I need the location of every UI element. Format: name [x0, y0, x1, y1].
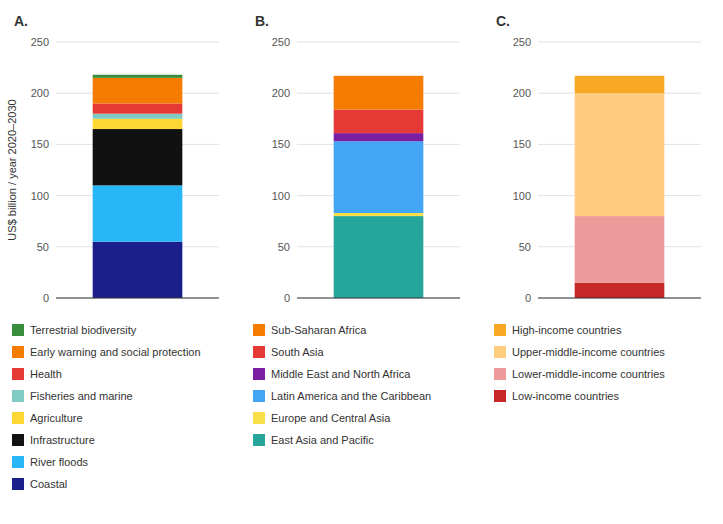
legend-label: Early warning and social protection: [30, 346, 201, 358]
y-tick-label: 250: [272, 36, 290, 48]
bars: [334, 76, 424, 298]
legend-swatch: [12, 456, 24, 468]
grid-line: [56, 42, 219, 43]
y-tick-label: 0: [284, 292, 290, 304]
x-axis-line: [538, 297, 701, 298]
legend-label: Sub-Saharan Africa: [271, 324, 367, 336]
panel: B. 0 50 100 150 200 250 Sub-Saharan Africa South…: [253, 13, 460, 446]
legend-swatch: [12, 478, 24, 490]
bar-segment: [334, 76, 424, 110]
bar-segment: [93, 119, 183, 129]
bar-segment: [575, 93, 665, 216]
legend-label: Latin America and the Caribbean: [271, 390, 431, 402]
legend: Terrestrial biodiversity Early warning an…: [12, 324, 201, 490]
panel-title: C.: [496, 13, 510, 29]
legend-swatch: [253, 368, 265, 380]
bar-segment: [93, 114, 183, 119]
y-tick-label: 200: [31, 87, 49, 99]
bar-segment: [93, 103, 183, 113]
legend-label: River floods: [30, 456, 89, 468]
bar-segment: [575, 76, 665, 93]
legend-swatch: [12, 390, 24, 402]
legend-label: Fisheries and marine: [30, 390, 133, 402]
bars: [93, 75, 183, 298]
bar-segment: [93, 75, 183, 78]
legend-swatch: [494, 390, 506, 402]
legend-swatch: [494, 324, 506, 336]
legend-label: Agriculture: [30, 412, 83, 424]
bar-segment: [334, 110, 424, 134]
y-axis-label: US$ billion / year 2020–2030: [6, 99, 18, 240]
bar-segment: [334, 141, 424, 213]
legend: High-income countries Upper-middle-income…: [494, 324, 665, 402]
legend-label: Lower-middle-income countries: [512, 368, 665, 380]
grid-line: [538, 42, 701, 43]
y-tick-label: 250: [513, 36, 531, 48]
y-tick-label: 100: [31, 190, 49, 202]
y-tick-label: 50: [519, 241, 531, 253]
legend-label: Low-income countries: [512, 390, 619, 402]
legend-label: Terrestrial biodiversity: [30, 324, 137, 336]
bar-segment: [334, 216, 424, 298]
bar-segment: [93, 242, 183, 298]
y-tick-label: 100: [513, 190, 531, 202]
x-axis-line: [297, 297, 460, 298]
grid-line: [56, 298, 219, 299]
y-tick-label: 0: [525, 292, 531, 304]
legend-swatch: [253, 434, 265, 446]
bar-segment: [93, 185, 183, 241]
panel-title: A.: [14, 13, 28, 29]
legend-swatch: [12, 368, 24, 380]
legend-label: Health: [30, 368, 62, 380]
y-tick-label: 100: [272, 190, 290, 202]
legend-label: East Asia and Pacific: [271, 434, 374, 446]
legend-swatch: [494, 346, 506, 358]
grid-line: [297, 298, 460, 299]
legend-swatch: [12, 346, 24, 358]
legend-swatch: [12, 412, 24, 424]
legend-swatch: [253, 412, 265, 424]
legend-label: Middle East and North Africa: [271, 368, 411, 380]
panel-title: B.: [255, 13, 269, 29]
y-tick-label: 50: [278, 241, 290, 253]
panel: C. 0 50 100 150 200 250 High-income countries Up…: [494, 13, 701, 402]
legend-swatch: [12, 434, 24, 446]
panel: A. 0 50 100 150 200 250 US$ billion / year 2020…: [6, 13, 219, 490]
bars: [575, 76, 665, 298]
bar-segment: [334, 213, 424, 216]
legend-label: Coastal: [30, 478, 67, 490]
legend-label: Europe and Central Asia: [271, 412, 391, 424]
legend-label: Infrastructure: [30, 434, 95, 446]
legend-swatch: [12, 324, 24, 336]
bar-segment: [93, 129, 183, 185]
y-tick-label: 250: [31, 36, 49, 48]
legend-swatch: [253, 346, 265, 358]
y-tick-label: 50: [37, 241, 49, 253]
y-tick-label: 0: [43, 292, 49, 304]
bar-segment: [575, 283, 665, 298]
bar-segment: [334, 133, 424, 141]
y-tick-label: 200: [513, 87, 531, 99]
legend-swatch: [253, 390, 265, 402]
grid-line: [538, 298, 701, 299]
bar-segment: [575, 216, 665, 283]
y-tick-label: 150: [31, 138, 49, 150]
y-tick-label: 150: [513, 138, 531, 150]
x-axis-line: [56, 297, 219, 298]
legend-label: High-income countries: [512, 324, 622, 336]
legend-swatch: [494, 368, 506, 380]
legend: Sub-Saharan Africa South Asia Middle East …: [253, 324, 431, 446]
chart-svg: A. 0 50 100 150 200 250 US$ billion / year 2020…: [0, 0, 723, 524]
grid-line: [297, 42, 460, 43]
legend-label: South Asia: [271, 346, 324, 358]
y-tick-label: 200: [272, 87, 290, 99]
y-tick-label: 150: [272, 138, 290, 150]
bar-segment: [93, 78, 183, 104]
legend-label: Upper-middle-income countries: [512, 346, 665, 358]
page: {"chart_data": [ {"type": "bar", "stacke…: [0, 0, 723, 524]
legend-swatch: [253, 324, 265, 336]
